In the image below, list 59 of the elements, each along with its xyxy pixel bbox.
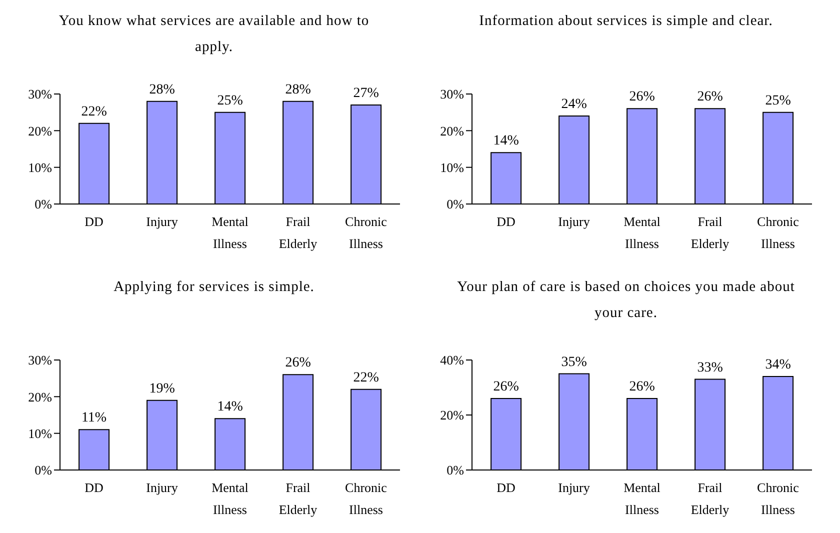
data-label: 24% [561,97,588,112]
data-label: 11% [81,410,107,426]
x-tick-label: Injury [146,214,178,229]
y-tick-label: 10% [28,426,52,441]
x-tick-label: Injury [558,214,590,229]
x-tick-label: Frail Elderly [690,480,730,517]
data-label: 14% [217,400,244,415]
data-label: 19% [149,381,176,396]
x-tick-label: DD [84,480,104,495]
data-label: 14% [493,134,520,149]
y-tick-label: 20% [440,408,464,423]
x-tick-label: Mental Illness [624,480,661,517]
data-label: 25% [217,93,244,108]
x-tick-label: Mental Illness [212,480,249,517]
x-tick-label: DD [496,214,516,229]
x-tick-label: Mental Illness [212,214,249,251]
x-tick-label: Injury [146,480,178,495]
x-tick-label: Chronic Illness [345,214,388,251]
chart-title: You know what services are available and how to apply. [58,12,370,57]
y-tick-label: 30% [28,352,52,368]
data-label: 35% [561,354,588,370]
y-tick-label: 20% [28,123,52,138]
x-tick-label: Injury [558,480,590,495]
data-label: 26% [285,356,312,371]
y-tick-label: 10% [28,160,52,175]
chart-title: Your plan of care is based on choices you made about your care. [456,278,796,323]
chart-title: Information about services is simple and clear. [478,12,774,31]
x-tick-label: Chronic Illness [757,480,800,517]
data-label: 22% [353,370,380,386]
x-tick-label: Frail Elderly [278,214,318,251]
data-label: 28% [149,82,176,98]
data-label: 26% [629,90,656,105]
data-label: 34% [765,358,792,372]
data-label: 33% [697,360,724,376]
x-tick-label: DD [84,214,104,229]
y-tick-label: 0% [446,196,464,212]
data-label: 26% [493,380,520,394]
chart-title: Applying for services is simple. [112,278,316,297]
y-tick-label: 20% [440,123,464,138]
y-tick-label: 10% [440,160,464,175]
y-tick-label: 0% [34,196,52,212]
x-tick-label: Chronic Illness [345,480,388,517]
x-tick-label: Mental Illness [624,214,661,251]
y-tick-label: 0% [34,462,52,478]
x-tick-label: Frail Elderly [690,214,730,251]
y-tick-label: 40% [440,352,464,368]
x-tick-label: DD [496,480,516,495]
data-label: 28% [285,82,312,98]
y-tick-label: 20% [28,389,52,404]
y-tick-label: 0% [446,462,464,478]
y-tick-label: 30% [440,86,464,102]
x-tick-label: Frail Elderly [278,480,318,517]
data-label: 26% [629,380,656,394]
data-label: 26% [697,90,724,105]
data-label: 22% [81,104,108,120]
y-tick-label: 30% [28,86,52,102]
data-label: 25% [765,93,792,108]
data-label: 27% [353,86,380,101]
x-tick-label: Chronic Illness [757,214,800,251]
